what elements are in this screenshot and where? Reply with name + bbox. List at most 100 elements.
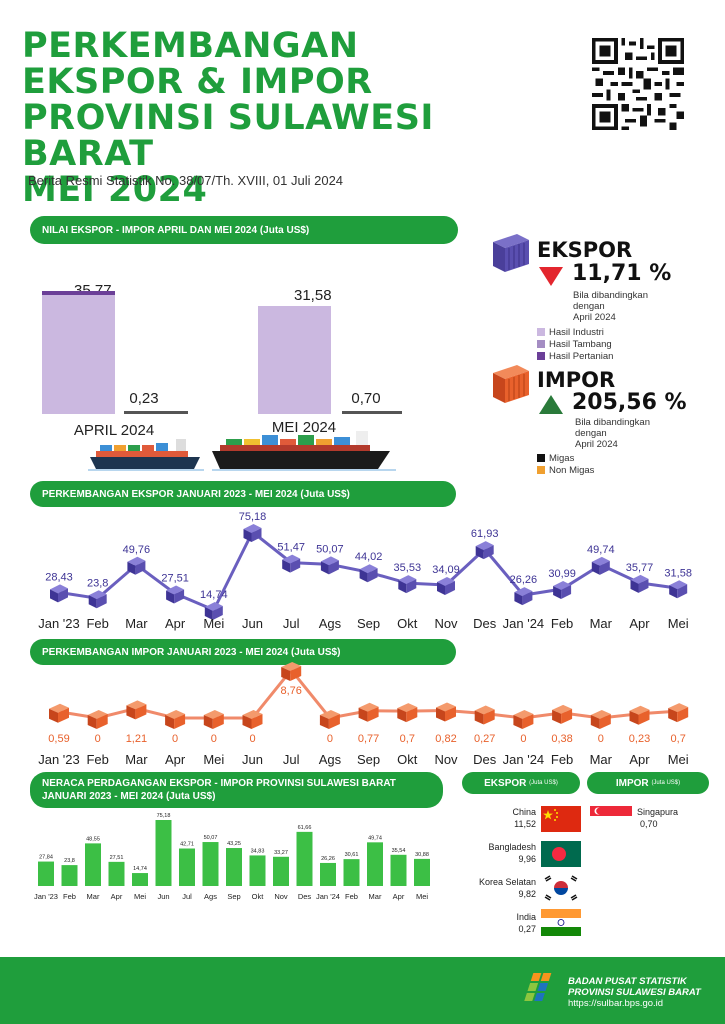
impor-data-label: 0 xyxy=(249,733,255,745)
ekspor-month-label: Apr xyxy=(629,616,650,631)
partner-singapura: Singapura 0,70 xyxy=(637,806,678,830)
ekspor-point xyxy=(50,584,68,603)
impor-month-label: Feb xyxy=(86,752,108,767)
legend-label: Migas xyxy=(549,453,575,464)
ekspor-data-label: 35,77 xyxy=(626,562,654,574)
mei-impor-bar xyxy=(342,411,402,414)
neraca-month-label: Jan '24 xyxy=(316,892,340,901)
impor-note-2: dengan xyxy=(575,428,607,439)
ekspor-month-label: Sep xyxy=(357,616,380,631)
impor-point xyxy=(281,662,302,681)
impor-data-label: 8,76 xyxy=(280,685,301,697)
partner-india: India 0,27 xyxy=(462,911,536,935)
ekspor-point xyxy=(127,556,146,575)
country-value: 9,82 xyxy=(518,889,536,899)
neraca-data-label: 35,54 xyxy=(392,848,406,854)
ekspor-point xyxy=(437,577,455,596)
impor-point xyxy=(474,705,495,725)
impor-point xyxy=(397,703,418,723)
legend-label: Hasil Industri xyxy=(549,327,604,338)
section-ekspor-impor-heading-text: NILAI EKSPOR - IMPOR APRIL DAN MEI 2024 … xyxy=(42,224,310,236)
neraca-month-label: Apr xyxy=(111,892,123,901)
ekspor-month-label: Okt xyxy=(397,616,418,631)
impor-month-label: Mar xyxy=(125,752,148,767)
neraca-month-label: Feb xyxy=(345,892,358,901)
ekspor-data-label: 61,93 xyxy=(471,528,499,540)
section-ekspor-impor-heading: NILAI EKSPOR - IMPOR APRIL DAN MEI 2024 … xyxy=(30,216,458,244)
title-line-1: PERKEMBANGAN xyxy=(22,26,359,66)
ekspor-month-label: Apr xyxy=(165,616,186,631)
partner-ekspor-unit: (Juta US$) xyxy=(529,780,558,786)
partner-impor-heading: IMPOR (Juta US$) xyxy=(587,772,709,794)
ekspor-note: Bila dibandingkan dengan April 2024 xyxy=(573,290,648,323)
mei-impor-value: 0,70 xyxy=(351,390,380,407)
section-neraca-heading: NERACA PERDAGANGAN EKSPOR - IMPOR PROVIN… xyxy=(30,772,443,808)
legend-non-migas: Non Migas xyxy=(537,465,594,477)
neraca-month-label: Jul xyxy=(182,892,192,901)
partner-china: China 11,52 xyxy=(462,806,536,830)
legend-label: Non Migas xyxy=(549,465,595,476)
april-ekspor-bar-top xyxy=(42,291,115,295)
ekspor-data-label: 26,26 xyxy=(510,574,538,586)
mei-ekspor-value: 31,58 xyxy=(294,287,332,304)
footer-org-line-1: BADAN PUSAT STATISTIK xyxy=(568,976,687,987)
neraca-month-label: Jan '23 xyxy=(34,892,58,901)
ekspor-month-label: Jan '23 xyxy=(38,616,80,631)
neraca-bar xyxy=(414,858,430,886)
impor-point xyxy=(358,702,379,722)
partner-bangladesh: Bangladesh 9,96 xyxy=(462,841,536,865)
country-value: 0,70 xyxy=(640,819,658,829)
neraca-bar xyxy=(108,861,125,886)
country-name: China xyxy=(512,807,536,817)
neraca-data-label: 34,83 xyxy=(251,848,265,854)
title-line-2: EKSPOR & IMPOR xyxy=(22,62,373,102)
impor-point xyxy=(242,710,263,729)
impor-point xyxy=(319,710,340,729)
ekspor-data-label: 27,51 xyxy=(161,573,189,585)
neraca-bar xyxy=(273,856,289,886)
neraca-month-label: Mei xyxy=(416,892,428,901)
footer-org: BADAN PUSAT STATISTIK PROVINSI SULAWESI … xyxy=(568,976,701,998)
ekspor-data-label: 35,53 xyxy=(394,562,422,574)
country-value: 11,52 xyxy=(514,819,536,829)
impor-data-label: 0 xyxy=(211,733,217,745)
impor-data-label: 0 xyxy=(598,733,604,745)
ekspor-point xyxy=(359,564,378,583)
impor-data-label: 0,7 xyxy=(671,733,686,745)
impor-point xyxy=(436,702,456,722)
footer-url[interactable]: https://sulbar.bps.go.id xyxy=(568,998,664,1009)
neraca-month-label: Nov xyxy=(274,892,288,901)
ekspor-point xyxy=(514,587,533,606)
country-name: Singapura xyxy=(637,807,679,817)
ekspor-point xyxy=(630,574,649,593)
impor-month-label: Jun xyxy=(242,752,263,767)
impor-month-label: Jan '23 xyxy=(38,752,80,767)
ekspor-month-label: Jan '24 xyxy=(503,616,545,631)
impor-data-label: 0 xyxy=(327,733,333,745)
neraca-month-label: Okt xyxy=(252,892,265,901)
ekspor-month-label: Mar xyxy=(590,616,613,631)
april-impor-bar xyxy=(124,411,188,414)
section-neraca-heading-line-2: JANUARI 2023 - MEI 2024 (Juta US$) xyxy=(42,791,216,802)
neraca-data-label: 26,26 xyxy=(321,856,335,862)
impor-point xyxy=(668,703,689,723)
neraca-month-label: Ags xyxy=(204,892,217,901)
ekspor-point xyxy=(166,585,185,604)
neraca-bar xyxy=(296,831,313,886)
country-name: Korea Selatan xyxy=(478,877,536,887)
footer-org-line-2: PROVINSI SULAWESI BARAT xyxy=(568,987,701,998)
ekspor-data-label: 50,07 xyxy=(316,543,344,555)
country-name: Bangladesh xyxy=(488,842,536,852)
qr-code[interactable] xyxy=(592,38,684,130)
ekspor-legend: Hasil Industri Hasil Tambang Hasil Perta… xyxy=(537,327,613,363)
ekspor-title: EKSPOR xyxy=(537,238,633,262)
neraca-bar xyxy=(38,861,54,886)
impor-point xyxy=(126,700,147,720)
ekspor-point xyxy=(204,602,223,620)
neraca-data-label: 23,8 xyxy=(64,858,75,864)
impor-data-label: 0,59 xyxy=(48,733,69,745)
ekspor-data-label: 31,58 xyxy=(664,567,692,579)
country-value: 0,27 xyxy=(518,924,536,934)
neraca-data-label: 61,66 xyxy=(298,825,312,831)
bps-logo-icon xyxy=(524,973,552,1001)
